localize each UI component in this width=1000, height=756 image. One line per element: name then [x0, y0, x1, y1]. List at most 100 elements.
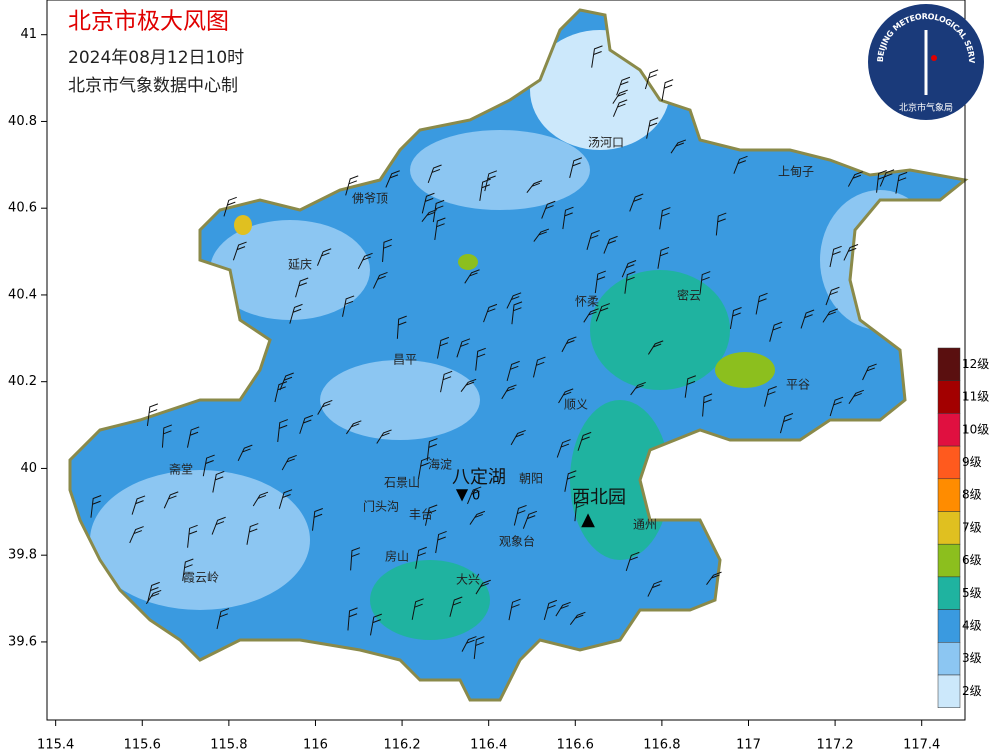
wind-barb: [564, 470, 577, 492]
wind-barb: [532, 356, 546, 378]
wind-barb: [421, 209, 438, 222]
wind-barb: [129, 526, 144, 544]
wind-barb: [436, 336, 450, 359]
wind-barb: [370, 613, 382, 636]
place: 海淀: [428, 457, 452, 472]
place: 佛爷顶: [352, 192, 388, 206]
wind-barb: [131, 495, 146, 515]
wind-barb: [232, 241, 247, 261]
wind-barb: [145, 589, 162, 605]
wind-barb: [862, 363, 877, 381]
wind-barb: [449, 596, 463, 617]
wind-barb: [146, 403, 159, 426]
wind-barb: [822, 308, 838, 323]
station-name: 西北园: [572, 487, 626, 508]
wind-barb: [212, 470, 225, 493]
wind-barb: [434, 217, 446, 241]
x-tick-label: 117: [736, 738, 761, 753]
wind-barb: [464, 269, 480, 284]
wind-barb: [376, 429, 392, 444]
station-value: 0: [472, 489, 480, 504]
wind-barb: [511, 301, 523, 325]
wind-barb: [577, 431, 592, 451]
wind-barb: [223, 196, 237, 217]
place: 霞云岭: [183, 571, 219, 585]
wind-barb: [647, 340, 664, 355]
wind-barb: [800, 309, 815, 329]
legend-label: 12级: [962, 357, 989, 371]
axes: 115.4 115.6 115.8 116 116.2 116.4 116.6 116.8 11…: [8, 27, 940, 752]
wind-barb: [346, 420, 362, 435]
wind-barb: [382, 238, 393, 262]
wind-barb: [456, 338, 471, 358]
wind-barb: [541, 200, 556, 219]
wind-barb: [594, 270, 606, 294]
wind-barb: [467, 486, 482, 505]
wind-barb: [163, 491, 179, 509]
wind-barb: [670, 139, 687, 154]
wind-barb: [501, 384, 517, 400]
wind-barb: [427, 164, 442, 184]
legend-label: 3级: [962, 651, 982, 665]
place: 石景山: [384, 476, 420, 490]
legend-label: 4级: [962, 618, 982, 632]
place: 朝阳: [519, 472, 543, 486]
legend-swatch: [937, 478, 961, 512]
x-tick-label: 115.8: [210, 738, 247, 753]
wind-barb: [216, 608, 230, 630]
station-marker: ▼: [456, 485, 469, 504]
wind-barb: [385, 170, 400, 188]
x-tick-label: 117.4: [903, 738, 940, 753]
wind-barb: [595, 303, 610, 322]
legend-label: 5级: [962, 586, 982, 600]
wind-barb: [475, 579, 491, 595]
wind-barb: [558, 388, 574, 404]
wind-barb: [479, 178, 491, 201]
wind-barb: [657, 246, 670, 269]
wind-barb: [629, 193, 644, 212]
wind-barb: [460, 378, 477, 392]
station-marker: ▲: [581, 509, 595, 530]
wind-barb: [161, 424, 173, 448]
wind-barb: [561, 336, 577, 353]
y-tick-label: 40.4: [8, 287, 37, 302]
wind-field: [70, 10, 965, 700]
y-tick-label: 40.8: [8, 114, 37, 129]
x-tick-label: 116: [303, 738, 328, 753]
wind-barb: [345, 175, 359, 196]
wind-barb: [621, 260, 637, 278]
legend-label: 2级: [962, 684, 982, 698]
places: 汤河口 上甸子 佛爷顶 延庆 怀柔 密云 昌平 顺义 平谷 海淀 朝阳 石景山 …: [169, 136, 814, 587]
legend-swatch: [937, 380, 961, 414]
place: 房山: [385, 549, 409, 564]
place: 怀柔: [575, 295, 599, 309]
wind-barb: [506, 360, 520, 381]
wind-barb: [252, 491, 269, 507]
wind-barb: [432, 199, 445, 223]
wind-barb: [411, 598, 424, 620]
wind-barb: [372, 271, 388, 289]
legend-swatch: [937, 413, 961, 447]
wind-barb: [211, 516, 226, 535]
wind-barb: [469, 510, 486, 525]
wind-barb: [583, 308, 599, 323]
wind-barb: [847, 171, 863, 187]
wind-barb: [555, 601, 571, 617]
wind-barb: [825, 286, 840, 306]
wind-barb: [425, 504, 438, 526]
wind-barb: [715, 212, 727, 236]
y-tick-label: 40.2: [8, 374, 37, 389]
wind-barb: [281, 454, 297, 471]
wind-barb: [274, 381, 288, 403]
wind-barb: [848, 389, 864, 405]
legend-swatch: [937, 642, 961, 676]
place: 上甸子: [778, 165, 814, 179]
wind-barb: [426, 438, 438, 461]
wind-barb: [829, 245, 842, 268]
x-tick-label: 116.2: [383, 738, 420, 753]
wind-barb: [473, 636, 485, 659]
wind-barb: [612, 89, 628, 104]
place: 通州: [633, 518, 657, 532]
wind-barb: [347, 607, 358, 631]
